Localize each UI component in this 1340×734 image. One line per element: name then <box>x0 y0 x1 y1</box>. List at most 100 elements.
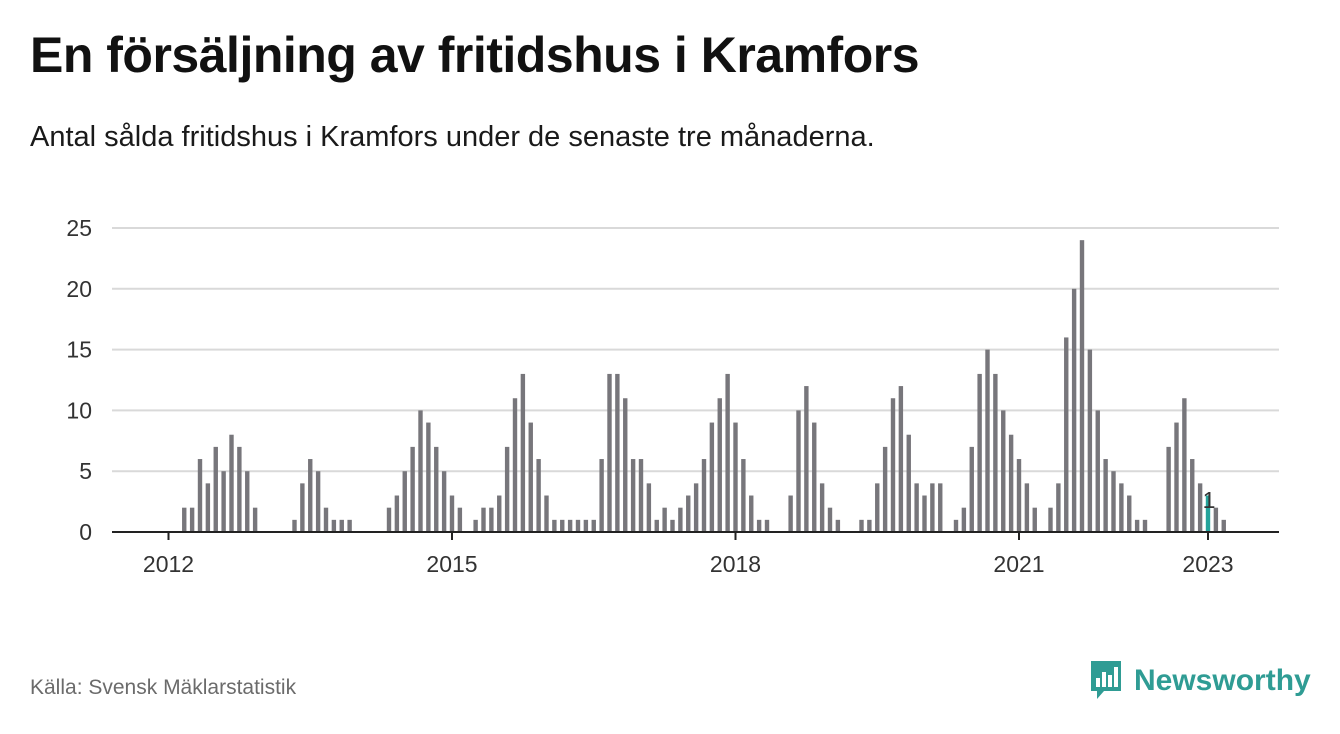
bar <box>1008 434 1014 532</box>
bar <box>245 471 250 532</box>
bar <box>1190 459 1195 532</box>
bar <box>182 507 187 532</box>
bar <box>993 373 998 532</box>
bar <box>205 483 211 532</box>
bar <box>764 519 770 532</box>
bar <box>1182 398 1187 532</box>
bar <box>969 446 974 532</box>
x-tick-label: 2012 <box>143 551 194 577</box>
bar <box>591 519 596 532</box>
bar <box>1064 337 1069 532</box>
bar <box>701 459 707 532</box>
brand-logo: Newsworthy <box>1088 658 1311 704</box>
bar <box>717 398 722 532</box>
bar <box>536 459 541 532</box>
newsworthy-logo-icon <box>1091 661 1121 699</box>
bar <box>583 519 589 532</box>
chart-title: En försäljning av fritidshus i Kramfors <box>30 27 920 83</box>
bar <box>686 495 691 532</box>
bar <box>1213 507 1219 532</box>
bar <box>308 459 313 532</box>
bar <box>749 495 754 532</box>
bar <box>1087 349 1093 532</box>
bar <box>300 483 305 532</box>
bar <box>520 373 526 532</box>
bar <box>607 373 612 532</box>
bar <box>544 495 549 532</box>
bar <box>859 519 864 532</box>
bar <box>426 422 431 532</box>
bar <box>434 446 439 532</box>
bar <box>756 519 762 532</box>
bar <box>1048 507 1053 532</box>
chart-subtitle: Antal sålda fritidshus i Kramfors under … <box>30 121 875 153</box>
bar <box>252 507 258 532</box>
bar <box>197 459 203 532</box>
bar <box>1079 240 1085 532</box>
bar <box>953 519 959 532</box>
bar <box>725 373 730 532</box>
y-tick-label: 10 <box>66 397 92 423</box>
bar <box>922 495 927 532</box>
bar <box>1221 519 1226 532</box>
y-tick-label: 0 <box>79 519 92 545</box>
bar <box>961 507 967 532</box>
bar <box>1174 422 1179 532</box>
bar <box>938 483 943 532</box>
bar <box>630 459 636 532</box>
bar <box>646 483 652 532</box>
bar <box>662 507 667 532</box>
bar <box>1056 483 1061 532</box>
bar <box>315 471 321 532</box>
data-labels: 1 <box>1203 487 1216 513</box>
bar <box>709 422 715 532</box>
bar <box>575 519 581 532</box>
bar <box>670 519 675 532</box>
bar <box>457 507 463 532</box>
bar <box>812 422 817 532</box>
bar <box>678 507 683 532</box>
bar <box>339 519 344 532</box>
bar <box>560 519 565 532</box>
y-tick-label: 5 <box>79 458 92 484</box>
y-tick-label: 25 <box>66 215 92 241</box>
bar <box>1032 507 1037 532</box>
bar <box>930 483 935 532</box>
x-axis-ticks: 2012 2015 2018 2021 2023 <box>143 532 1234 577</box>
bar <box>237 446 242 532</box>
bar <box>1166 446 1171 532</box>
x-tick-label: 2018 <box>710 551 761 577</box>
y-tick-label: 15 <box>66 337 92 363</box>
bar <box>1016 459 1022 532</box>
bar <box>693 483 699 532</box>
bar <box>638 459 644 532</box>
y-tick-label: 20 <box>66 276 92 302</box>
bar <box>1134 519 1140 532</box>
bar <box>1197 483 1203 532</box>
highlight-value-label: 1 <box>1203 487 1216 513</box>
bar <box>528 422 533 532</box>
bar <box>867 519 872 532</box>
bars <box>182 240 1226 532</box>
bar <box>410 446 415 532</box>
bar <box>489 507 494 532</box>
bar <box>796 410 801 532</box>
bar-chart: 0 5 10 15 20 25 2012 2015 2018 2021 2023 1 <box>66 215 1279 577</box>
bar <box>623 398 628 532</box>
bar <box>473 519 478 532</box>
bar <box>1127 495 1132 532</box>
bar <box>552 519 557 532</box>
bar <box>1095 410 1100 532</box>
bar <box>804 386 809 532</box>
bar <box>481 507 486 532</box>
bar <box>1071 288 1077 532</box>
bar <box>914 483 919 532</box>
bar <box>977 373 982 532</box>
bar <box>1142 519 1148 532</box>
bar <box>890 398 896 532</box>
bar <box>441 471 447 532</box>
bar <box>331 519 337 532</box>
bar <box>1024 483 1030 532</box>
bar <box>1205 495 1211 532</box>
bar <box>819 483 825 532</box>
